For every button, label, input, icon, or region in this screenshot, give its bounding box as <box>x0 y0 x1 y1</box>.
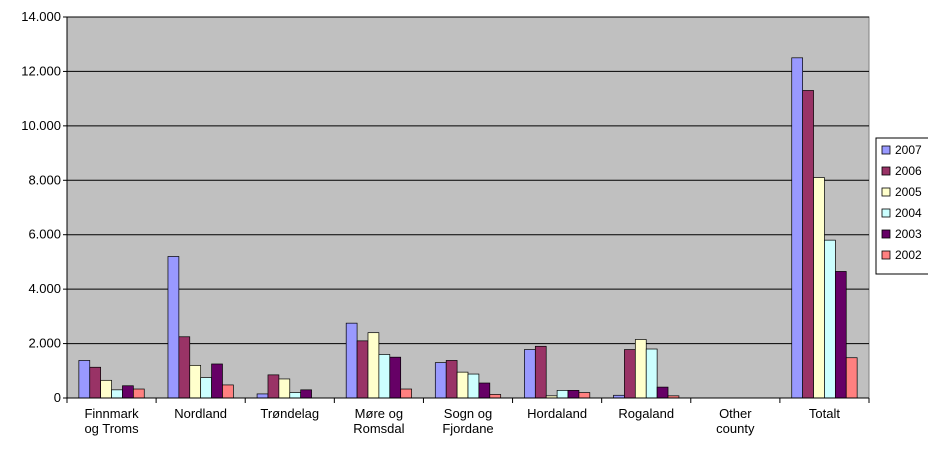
y-tick-label: 10.000 <box>21 118 61 133</box>
bar-2003-3 <box>389 356 402 399</box>
bar-2002-3 <box>400 388 412 399</box>
x-tick-label-line: Finnmark <box>84 406 139 421</box>
legend-swatch-2006 <box>881 166 891 176</box>
x-axis: Finnmark og Troms Nordland Trøndelag Møre og… <box>66 397 870 436</box>
x-tick-label-line: Sogn og <box>444 406 492 421</box>
legend-label-2005: 2005 <box>895 185 922 199</box>
x-tick-label: Sogn og Fjordane <box>442 406 493 436</box>
x-tick-label: Other county <box>716 406 755 436</box>
legend-swatch-2005 <box>881 187 891 197</box>
legend-label-2006: 2006 <box>895 164 922 178</box>
y-tick-label: 6.000 <box>28 227 61 242</box>
bar-2005-8 <box>813 177 825 399</box>
y-tick-label: 2.000 <box>28 336 61 351</box>
legend-swatch-2004 <box>881 208 891 218</box>
x-tick-label-line: Hordaland <box>527 406 587 421</box>
bar-2007-0 <box>78 360 91 399</box>
x-tick-label-line: Trøndelag <box>260 406 319 421</box>
bar-2005-0 <box>100 379 112 399</box>
bar-2005-3 <box>367 332 380 399</box>
bar-2003-1 <box>211 363 223 399</box>
bar-2007-4 <box>434 362 447 399</box>
bar-2002-1 <box>222 384 234 399</box>
x-tick-label-line: Møre og <box>355 406 403 421</box>
x-tick-label: Møre og Romsdal <box>353 406 404 436</box>
bar-2007-3 <box>345 322 358 399</box>
x-tick-label: Hordaland <box>527 406 587 421</box>
legend-label-2007: 2007 <box>895 143 922 157</box>
x-tick-label: Rogaland <box>618 406 674 421</box>
y-tick-label: 0 <box>54 390 61 405</box>
bar-2002-0 <box>133 388 145 399</box>
x-tick-label-line: county <box>716 421 755 436</box>
legend-label-2004: 2004 <box>895 206 922 220</box>
bar-2003-6 <box>656 386 669 399</box>
legend-label-2002: 2002 <box>895 248 922 262</box>
bar-2005-2 <box>278 378 291 399</box>
y-axis: 0 2.000 4.000 6.000 8.000 10.000 12.000 14.000 <box>21 9 68 405</box>
y-tick-label: 14.000 <box>21 9 61 24</box>
gridlines <box>67 16 869 345</box>
bar-2004-8 <box>824 239 836 399</box>
x-tick-label: Totalt <box>809 406 840 421</box>
plot-area <box>66 16 870 399</box>
bar-2003-8 <box>834 271 847 399</box>
bar-2002-8 <box>845 357 858 399</box>
bar-2006-4 <box>445 360 458 399</box>
bar-2006-2 <box>267 374 280 399</box>
bar-2006-5 <box>534 345 547 399</box>
legend-swatch-2003 <box>881 229 891 239</box>
bar-2004-5 <box>556 390 569 399</box>
y-tick-label: 8.000 <box>28 172 61 187</box>
bar-2004-6 <box>645 348 658 399</box>
x-tick-label-line: Rogaland <box>618 406 674 421</box>
bar-2004-0 <box>111 389 123 399</box>
legend: 2007 2006 2005 2004 2003 2002 <box>875 137 928 275</box>
y-tick-label: 12.000 <box>21 63 61 78</box>
x-tick-label: Finnmark og Troms <box>84 406 139 436</box>
bar-2006-3 <box>356 340 369 399</box>
x-tick-label-line: Romsdal <box>353 421 404 436</box>
bar-2005-1 <box>189 364 202 399</box>
bar-2004-2 <box>289 392 302 399</box>
bar-2003-0 <box>122 385 134 399</box>
y-tick-label: 4.000 <box>28 281 61 296</box>
legend-swatch-2007 <box>881 145 891 155</box>
x-tick-label-line: Other <box>719 406 752 421</box>
bar-2007-1 <box>167 256 180 399</box>
bar-2005-4 <box>456 371 469 399</box>
bar-2004-4 <box>467 373 480 399</box>
bar-2004-1 <box>200 377 212 399</box>
x-tick-label-line: og Troms <box>84 421 139 436</box>
bar-2006-8 <box>802 90 814 399</box>
legend-swatch-2002 <box>881 250 891 260</box>
x-tick-label: Nordland <box>174 406 227 421</box>
bar-2006-6 <box>624 349 636 399</box>
bar-2003-2 <box>300 389 312 399</box>
bar-2006-0 <box>89 366 102 399</box>
bar-2003-5 <box>567 390 580 399</box>
x-tick-label-line: Totalt <box>809 406 840 421</box>
bar-2007-8 <box>791 57 803 399</box>
x-tick-label-line: Fjordane <box>442 421 493 436</box>
x-tick-label: Trøndelag <box>260 406 319 421</box>
bar-2002-5 <box>578 392 591 399</box>
bar-2006-1 <box>178 336 191 399</box>
legend-label-2003: 2003 <box>895 227 922 241</box>
bar-2004-3 <box>378 354 391 399</box>
x-tick-label-line: Nordland <box>174 406 227 421</box>
bar-2003-4 <box>478 382 491 399</box>
bar-2002-4 <box>489 394 502 399</box>
bar-2007-5 <box>524 349 536 399</box>
bar-2007-2 <box>256 393 269 399</box>
bar-2005-6 <box>634 339 647 399</box>
